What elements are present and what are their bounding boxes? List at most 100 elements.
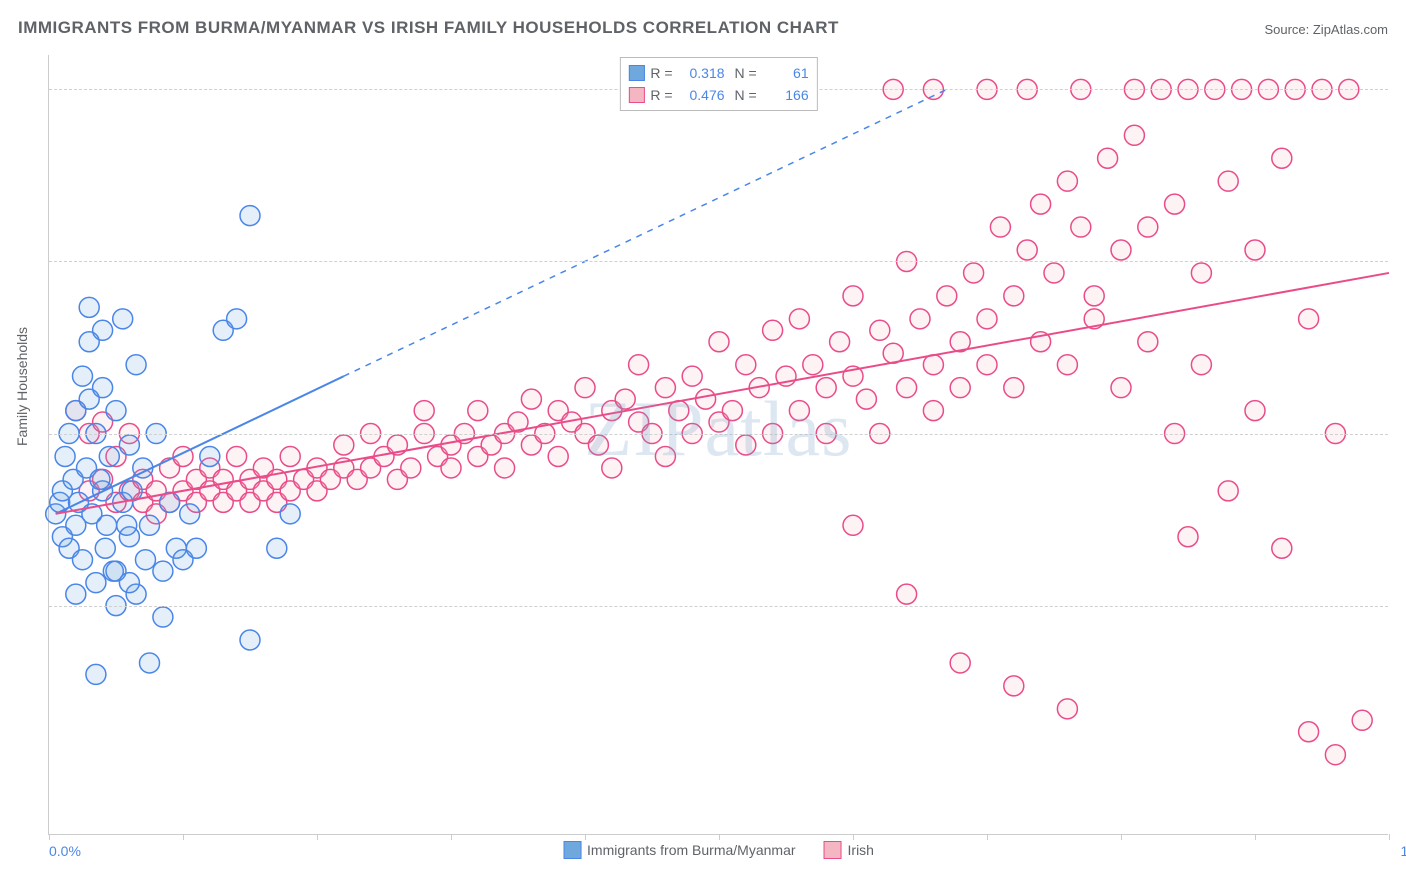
- data-point: [126, 355, 146, 375]
- data-point: [1044, 263, 1064, 283]
- data-point: [696, 389, 716, 409]
- data-point: [1165, 194, 1185, 214]
- xaxis-min-label: 0.0%: [49, 843, 81, 859]
- legend-label-1: Immigrants from Burma/Myanmar: [587, 842, 795, 858]
- data-point: [186, 538, 206, 558]
- data-point: [923, 355, 943, 375]
- data-point: [468, 401, 488, 421]
- legend-r-value-1: 0.318: [679, 65, 725, 81]
- xtick: [719, 834, 720, 840]
- data-point: [897, 584, 917, 604]
- legend-swatch-pink: [824, 841, 842, 859]
- ytick-label: 100.0%: [1398, 81, 1406, 97]
- legend-n-label: N =: [731, 87, 757, 103]
- data-point: [990, 217, 1010, 237]
- xtick: [451, 834, 452, 840]
- data-point: [495, 458, 515, 478]
- data-point: [1245, 401, 1265, 421]
- gridline: [49, 261, 1388, 262]
- legend-swatch-pink: [628, 87, 644, 103]
- xtick: [183, 834, 184, 840]
- data-point: [629, 355, 649, 375]
- data-point: [977, 355, 997, 375]
- data-point: [709, 332, 729, 352]
- series-legend: Immigrants from Burma/Myanmar Irish: [563, 841, 874, 859]
- data-point: [90, 469, 110, 489]
- legend-swatch-blue: [628, 65, 644, 81]
- source-label: Source: ZipAtlas.com: [1264, 22, 1388, 37]
- data-point: [441, 458, 461, 478]
- legend-item-1: Immigrants from Burma/Myanmar: [563, 841, 795, 859]
- data-point: [180, 504, 200, 524]
- data-point: [1057, 355, 1077, 375]
- data-point: [1245, 240, 1265, 260]
- data-point: [950, 653, 970, 673]
- data-point: [1017, 240, 1037, 260]
- trend-line: [56, 273, 1389, 514]
- data-point: [843, 286, 863, 306]
- data-point: [602, 458, 622, 478]
- data-point: [964, 263, 984, 283]
- data-point: [1218, 481, 1238, 501]
- data-point: [588, 435, 608, 455]
- legend-n-value-2: 166: [763, 87, 809, 103]
- data-point: [153, 561, 173, 581]
- data-point: [950, 378, 970, 398]
- data-point: [227, 446, 247, 466]
- xtick: [987, 834, 988, 840]
- data-point: [870, 320, 890, 340]
- data-point: [763, 320, 783, 340]
- data-point: [1057, 171, 1077, 191]
- xtick: [49, 834, 50, 840]
- data-point: [93, 378, 113, 398]
- xtick: [853, 834, 854, 840]
- data-point: [910, 309, 930, 329]
- data-point: [73, 550, 93, 570]
- data-point: [153, 607, 173, 627]
- data-point: [722, 401, 742, 421]
- data-point: [73, 366, 93, 386]
- data-point: [843, 515, 863, 535]
- data-point: [1031, 194, 1051, 214]
- data-point: [655, 446, 675, 466]
- legend-row-series1: R = 0.318 N = 61: [628, 62, 808, 84]
- data-point: [736, 355, 756, 375]
- xtick: [317, 834, 318, 840]
- legend-row-series2: R = 0.476 N = 166: [628, 84, 808, 106]
- chart-container: IMMIGRANTS FROM BURMA/MYANMAR VS IRISH F…: [0, 0, 1406, 892]
- legend-n-value-1: 61: [763, 65, 809, 81]
- data-point: [1098, 148, 1118, 168]
- ytick-label: 55.0%: [1398, 598, 1406, 614]
- data-point: [937, 286, 957, 306]
- data-point: [401, 458, 421, 478]
- legend-r-label: R =: [650, 87, 672, 103]
- data-point: [816, 378, 836, 398]
- xaxis-max-label: 100.0%: [1401, 843, 1406, 859]
- data-point: [1299, 722, 1319, 742]
- chart-title: IMMIGRANTS FROM BURMA/MYANMAR VS IRISH F…: [18, 18, 839, 38]
- trend-line-extrapolated: [344, 89, 947, 376]
- data-point: [334, 435, 354, 455]
- data-point: [1272, 148, 1292, 168]
- data-point: [1084, 286, 1104, 306]
- xtick: [585, 834, 586, 840]
- xtick: [1389, 834, 1390, 840]
- data-point: [1004, 378, 1024, 398]
- data-point: [1272, 538, 1292, 558]
- data-point: [1071, 217, 1091, 237]
- data-point: [414, 401, 434, 421]
- legend-r-label: R =: [650, 65, 672, 81]
- data-point: [1004, 676, 1024, 696]
- data-point: [97, 515, 117, 535]
- data-point: [1218, 171, 1238, 191]
- data-point: [99, 446, 119, 466]
- data-point: [1004, 286, 1024, 306]
- data-point: [66, 584, 86, 604]
- legend-n-label: N =: [731, 65, 757, 81]
- data-point: [736, 435, 756, 455]
- data-point: [280, 446, 300, 466]
- data-point: [140, 515, 160, 535]
- data-point: [977, 309, 997, 329]
- data-point: [119, 435, 139, 455]
- xtick: [1255, 834, 1256, 840]
